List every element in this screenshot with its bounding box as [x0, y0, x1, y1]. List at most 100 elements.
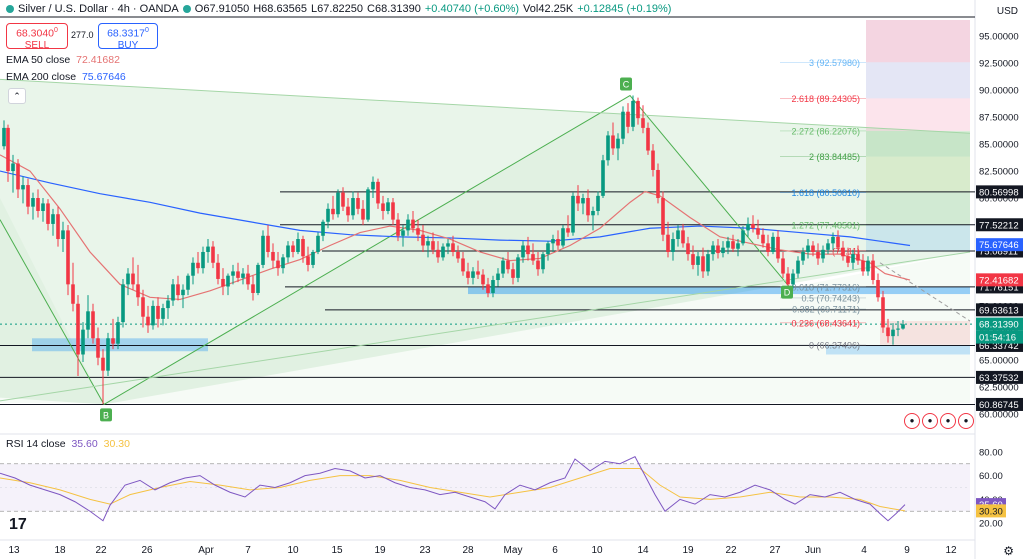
pattern-point-label: D	[784, 288, 791, 298]
date-tick-label: 9	[904, 545, 910, 556]
candle-body	[861, 260, 865, 272]
candle-body	[636, 100, 640, 119]
status-dot-icon	[182, 5, 191, 13]
spread-value: 277.0	[71, 30, 94, 40]
price-tick-label: 82.50000	[979, 167, 1019, 178]
gear-icon[interactable]: ⚙	[1003, 544, 1014, 558]
sell-button[interactable]: 68.30400 SELL	[6, 23, 68, 51]
fib-label: 0.382 (69.71171)	[792, 305, 860, 315]
candle-body	[896, 328, 900, 330]
candle-body	[461, 258, 465, 272]
candle-body	[511, 269, 515, 278]
candle-body	[521, 245, 525, 258]
collapse-legend-button[interactable]: ⌃	[8, 88, 26, 104]
rsi-tick-label: 60.00	[979, 471, 1003, 482]
tradingview-logo-icon[interactable]: 17	[9, 516, 27, 533]
buy-button[interactable]: 68.33170 BUY	[98, 23, 158, 51]
rsi-label: RSI 14 close	[6, 438, 66, 450]
candle-body	[611, 135, 615, 149]
candle-body	[571, 195, 575, 233]
candle-body	[776, 236, 780, 259]
us-flag-icon[interactable]: ●	[958, 413, 974, 429]
ema50-legend[interactable]: EMA 50 close 72.41682	[6, 54, 120, 66]
rsi-ma-axis-tag-label: 30.30	[979, 506, 1003, 517]
fib-label: 1.272 (77.48581)	[791, 221, 860, 231]
candle-body	[371, 181, 375, 190]
candle-body	[556, 239, 560, 246]
us-flag-icon[interactable]: ●	[940, 413, 956, 429]
candle-body	[381, 203, 385, 211]
candle-body	[601, 160, 605, 196]
sell-price: 68.3040	[16, 27, 55, 40]
candle-body	[191, 262, 195, 276]
candle-body	[81, 329, 85, 355]
pattern-point-marker	[620, 77, 632, 91]
fib-label: 2 (83.84485)	[809, 152, 860, 162]
candle-body	[111, 338, 115, 344]
date-tick-label: Jun	[805, 545, 821, 556]
candle-body	[581, 198, 585, 204]
ema200-legend[interactable]: EMA 200 close 75.67646	[6, 71, 126, 83]
candle-body	[671, 239, 675, 252]
candle-body	[416, 228, 420, 235]
candle-body	[751, 223, 755, 229]
price-change: +0.40740 (+0.60%)	[424, 3, 520, 15]
date-tick-label: 19	[682, 545, 694, 556]
currency-label[interactable]: USD	[996, 6, 1018, 17]
candle-body	[431, 241, 435, 250]
candle-body	[336, 192, 340, 215]
rsi-legend[interactable]: RSI 14 close 35.60 30.30	[6, 438, 130, 450]
price-axis-tag-label: 75.67646	[979, 240, 1019, 251]
buy-price-sup: 0	[145, 27, 149, 34]
candle-body	[276, 260, 280, 269]
price-axis-tag-label: 80.56998	[979, 187, 1019, 198]
pattern-point-label: B	[103, 410, 109, 420]
candle-body	[346, 206, 350, 216]
candle-body	[586, 198, 590, 216]
candle-body	[801, 251, 805, 261]
candle-body	[841, 247, 845, 257]
candle-body	[796, 260, 800, 274]
candle-body	[731, 241, 735, 249]
candle-body	[221, 278, 225, 287]
candle-body	[351, 198, 355, 216]
upper-trendline	[0, 78, 971, 134]
price-tick-label: 85.00000	[979, 140, 1019, 151]
date-tick-label: 22	[725, 545, 737, 556]
candle-body	[321, 221, 325, 236]
us-flag-icon[interactable]: ●	[904, 413, 920, 429]
candle-body	[51, 214, 55, 224]
candle-body	[86, 311, 90, 330]
date-tick-label: 10	[591, 545, 603, 556]
candle-body	[631, 100, 635, 127]
candle-body	[56, 214, 60, 240]
price-axis-tag	[976, 185, 1023, 199]
candle-body	[331, 208, 335, 215]
symbol-title[interactable]: Silver / U.S. Dollar · 4h · OANDA	[18, 3, 179, 15]
price-axis-tag	[976, 317, 1023, 331]
fib-label: 0.618 (71.77316)	[791, 282, 860, 292]
candle-body	[836, 236, 840, 248]
candle-body	[261, 235, 265, 265]
candle-body	[471, 271, 475, 278]
candle-body	[136, 284, 140, 298]
candle-body	[651, 150, 655, 170]
candle-body	[16, 163, 20, 190]
us-flag-icon[interactable]: ●	[922, 413, 938, 429]
candle-body	[746, 223, 750, 231]
candle-body	[691, 254, 695, 265]
candle-body	[501, 260, 505, 274]
candle-body	[531, 254, 535, 261]
rsi-ma-line	[0, 468, 906, 512]
candle-body	[126, 273, 130, 285]
fib-zone	[866, 225, 970, 251]
candle-body	[481, 274, 485, 285]
price-axis-tag	[976, 370, 1023, 384]
candle-body	[66, 230, 70, 285]
fib-label: 0 (66.37496)	[809, 341, 860, 351]
price-tick-label: 60.00000	[979, 409, 1019, 420]
candle-body	[411, 219, 415, 229]
ohlc-high: H68.63565	[253, 3, 308, 15]
rsi-ma-value: 30.30	[103, 438, 130, 450]
